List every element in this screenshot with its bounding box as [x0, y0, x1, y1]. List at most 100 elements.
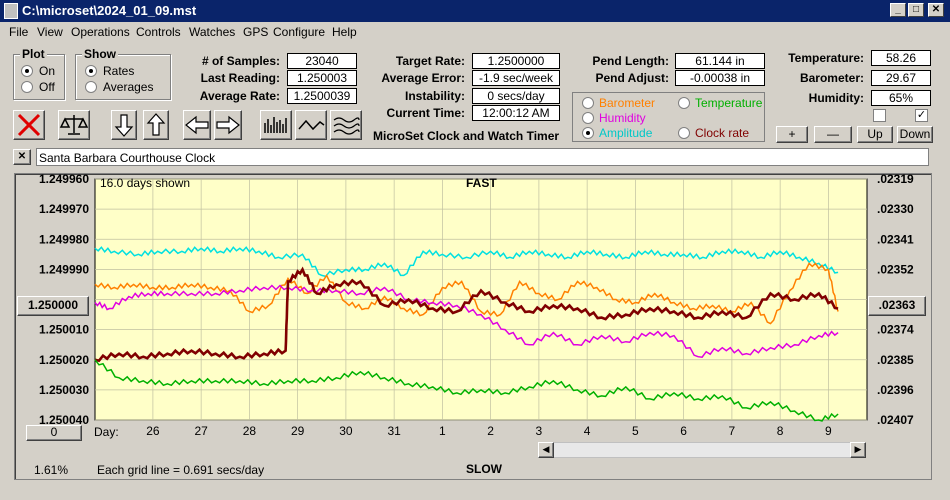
- humidity-reading-value: 65%: [871, 90, 931, 106]
- menu-controls[interactable]: Controls: [136, 25, 181, 39]
- close-button[interactable]: ✕: [928, 3, 944, 17]
- menu-help[interactable]: Help: [332, 25, 357, 39]
- menu-configure[interactable]: Configure: [273, 25, 326, 39]
- sensor-checkbox-2[interactable]: ✓: [915, 109, 928, 122]
- multi-line-view-button[interactable]: [330, 110, 362, 140]
- x-tick-label: 9: [825, 424, 832, 438]
- right-tick-label: .02341: [877, 232, 914, 246]
- left-tick-label: 1.249980: [39, 232, 89, 246]
- scale-plus-button[interactable]: +: [776, 126, 808, 143]
- x-tick-label: 8: [777, 424, 784, 438]
- arrow-up-icon: [146, 113, 166, 136]
- arrow-left-icon: [185, 115, 209, 135]
- chart-scrollbar[interactable]: ◀ ▶: [538, 442, 866, 458]
- menu-file[interactable]: File: [9, 25, 29, 39]
- barometer-reading-value: 29.67: [871, 70, 931, 86]
- instability-label: Instability:: [404, 89, 465, 103]
- left-tick-label: 1.249960: [39, 174, 89, 186]
- humidity-radio[interactable]: [582, 112, 594, 124]
- clock-name-input[interactable]: Santa Barbara Courthouse Clock: [36, 148, 929, 166]
- show-averages-label: Averages: [103, 80, 154, 94]
- temperature-radio[interactable]: [678, 97, 690, 109]
- x-tick-label: 2: [487, 424, 494, 438]
- sensor-select-group: Barometer Temperature Humidity Amplitude…: [572, 92, 765, 142]
- maximize-button[interactable]: □: [908, 3, 924, 17]
- clock-rate-radio[interactable]: [678, 127, 690, 139]
- pend-adjust-label: Pend Adjust:: [595, 71, 669, 85]
- scroll-right-button[interactable]: [214, 110, 242, 140]
- plot-group-title: Plot: [20, 47, 47, 61]
- target-rate-value: 1.2500000: [472, 53, 560, 69]
- grid-line-note: Each grid line = 0.691 secs/day: [97, 463, 265, 477]
- average-rate-value: 1.2500039: [287, 88, 357, 104]
- wave-icon: [298, 119, 325, 131]
- bars-icon: [264, 117, 287, 133]
- samples-value: 23040: [287, 53, 357, 69]
- center-rate-button[interactable]: 1.250000: [17, 296, 89, 316]
- move-down-button[interactable]: [111, 110, 137, 140]
- rate-chart: 1.249960 .02319 1.249970 .02330 1.249980 .023…: [39, 172, 914, 438]
- move-up-button[interactable]: [143, 110, 169, 140]
- series-line-clock-rate: [94, 266, 839, 363]
- menu-operations[interactable]: Operations: [71, 25, 130, 39]
- calibrate-button[interactable]: [58, 110, 90, 140]
- last-reading-value: 1.250003: [287, 70, 357, 86]
- temperature-label: Temperature: [695, 96, 763, 110]
- scroll-left-arrow[interactable]: ◀: [538, 442, 554, 458]
- day-axis-label: Day:: [94, 425, 119, 439]
- title-bar: C:\microset\2024_01_09.mst _ □ ✕: [0, 0, 950, 22]
- show-averages-radio[interactable]: [85, 81, 97, 93]
- window-title: C:\microset\2024_01_09.mst: [22, 3, 197, 18]
- show-rates-label: Rates: [103, 64, 135, 78]
- zero-button[interactable]: 0: [26, 425, 82, 441]
- show-rates-radio[interactable]: [85, 65, 97, 77]
- plot-off-label: Off: [39, 80, 55, 94]
- right-tick-label: .02374: [877, 323, 914, 337]
- menu-watches[interactable]: Watches: [189, 25, 236, 39]
- percent-label: 1.61%: [34, 463, 69, 477]
- scroll-up-button[interactable]: Up: [857, 126, 893, 143]
- average-error-label: Average Error:: [381, 71, 465, 85]
- center-amplitude-button[interactable]: .02363: [868, 296, 926, 316]
- pend-length-value: 61.144 in: [675, 53, 765, 69]
- series-line-amplitude: [94, 246, 839, 278]
- scroll-right-arrow[interactable]: ▶: [850, 442, 866, 458]
- left-tick-label: 1.250040: [39, 413, 89, 427]
- humidity-reading-label: Humidity:: [808, 91, 864, 105]
- menu-view[interactable]: View: [37, 25, 63, 39]
- clear-name-button[interactable]: ✕: [13, 149, 31, 165]
- arrow-right-icon: [216, 115, 240, 135]
- app-name: MicroSet Clock and Watch Timer: [373, 129, 560, 143]
- show-group-title: Show: [82, 47, 118, 61]
- plot-off-radio[interactable]: [21, 81, 33, 93]
- pend-adjust-value: -0.00038 in: [675, 70, 765, 86]
- menu-bar: File View Operations Controls Watches GP…: [0, 22, 950, 42]
- instability-value: 0 secs/day: [472, 88, 560, 104]
- right-tick-label: .02407: [877, 413, 914, 427]
- humidity-label: Humidity: [599, 111, 646, 125]
- amplitude-radio[interactable]: [582, 127, 594, 139]
- left-tick-label: 1.249970: [39, 202, 89, 216]
- plot-on-radio[interactable]: [21, 65, 33, 77]
- menu-gps[interactable]: GPS: [243, 25, 269, 39]
- barometer-label: Barometer: [599, 96, 656, 110]
- minimize-button[interactable]: _: [890, 3, 906, 17]
- scale-minus-button[interactable]: —: [814, 126, 852, 143]
- clock-rate-label: Clock rate: [695, 126, 750, 140]
- sensor-checkbox-1[interactable]: [873, 109, 886, 122]
- scroll-down-button[interactable]: Down: [897, 126, 933, 143]
- bar-view-button[interactable]: [260, 110, 292, 140]
- series-line-temperature: [94, 359, 839, 422]
- x-tick-label: 6: [680, 424, 687, 438]
- temperature-reading-label: Temperature:: [788, 51, 864, 65]
- barometer-radio[interactable]: [582, 97, 594, 109]
- clear-data-button[interactable]: [13, 110, 45, 140]
- scroll-left-button[interactable]: [183, 110, 211, 140]
- x-tick-label: 26: [146, 424, 160, 438]
- x-tick-label: 28: [243, 424, 257, 438]
- right-tick-label: .02319: [877, 174, 914, 186]
- balance-scale-icon: [59, 115, 89, 135]
- x-tick-label: 4: [584, 424, 591, 438]
- average-rate-label: Average Rate:: [199, 89, 280, 103]
- line-view-button[interactable]: [295, 110, 327, 140]
